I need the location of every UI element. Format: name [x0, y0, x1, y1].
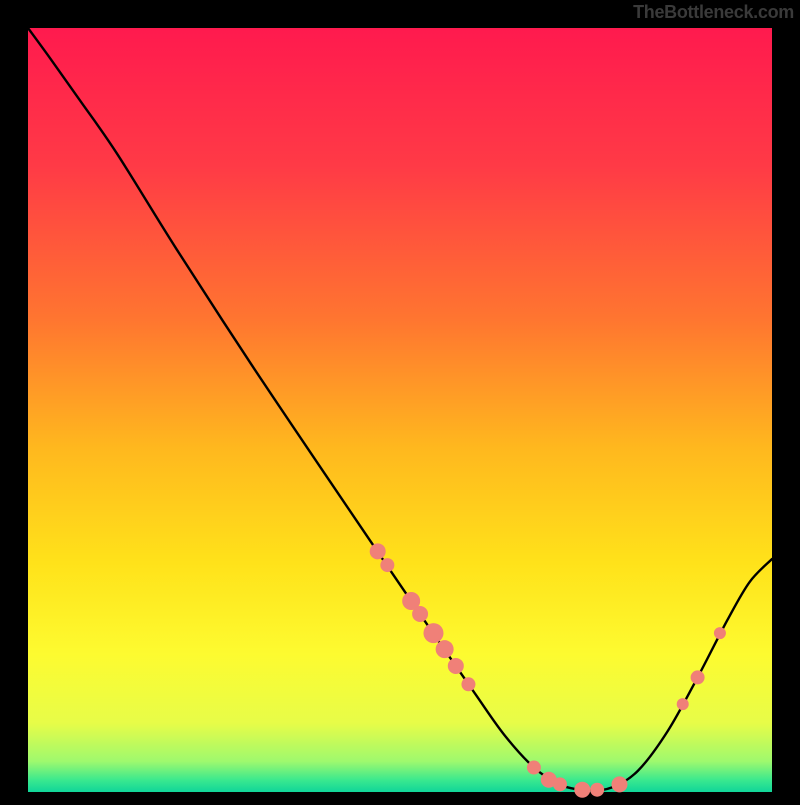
bottleneck-curve-chart [0, 0, 800, 800]
chart-container: TheBottleneck.com [0, 0, 800, 800]
data-marker [461, 677, 475, 691]
data-marker [370, 543, 386, 559]
data-marker [611, 776, 627, 792]
data-marker [574, 782, 590, 798]
data-marker [714, 627, 726, 639]
data-marker [590, 783, 604, 797]
data-marker [412, 606, 428, 622]
data-marker [380, 558, 394, 572]
data-marker [691, 670, 705, 684]
data-marker [677, 698, 689, 710]
data-marker [436, 640, 454, 658]
data-marker [527, 761, 541, 775]
data-marker [553, 777, 567, 791]
data-marker [448, 658, 464, 674]
plot-background [28, 28, 772, 792]
attribution-label: TheBottleneck.com [633, 2, 794, 23]
data-marker [423, 623, 443, 643]
